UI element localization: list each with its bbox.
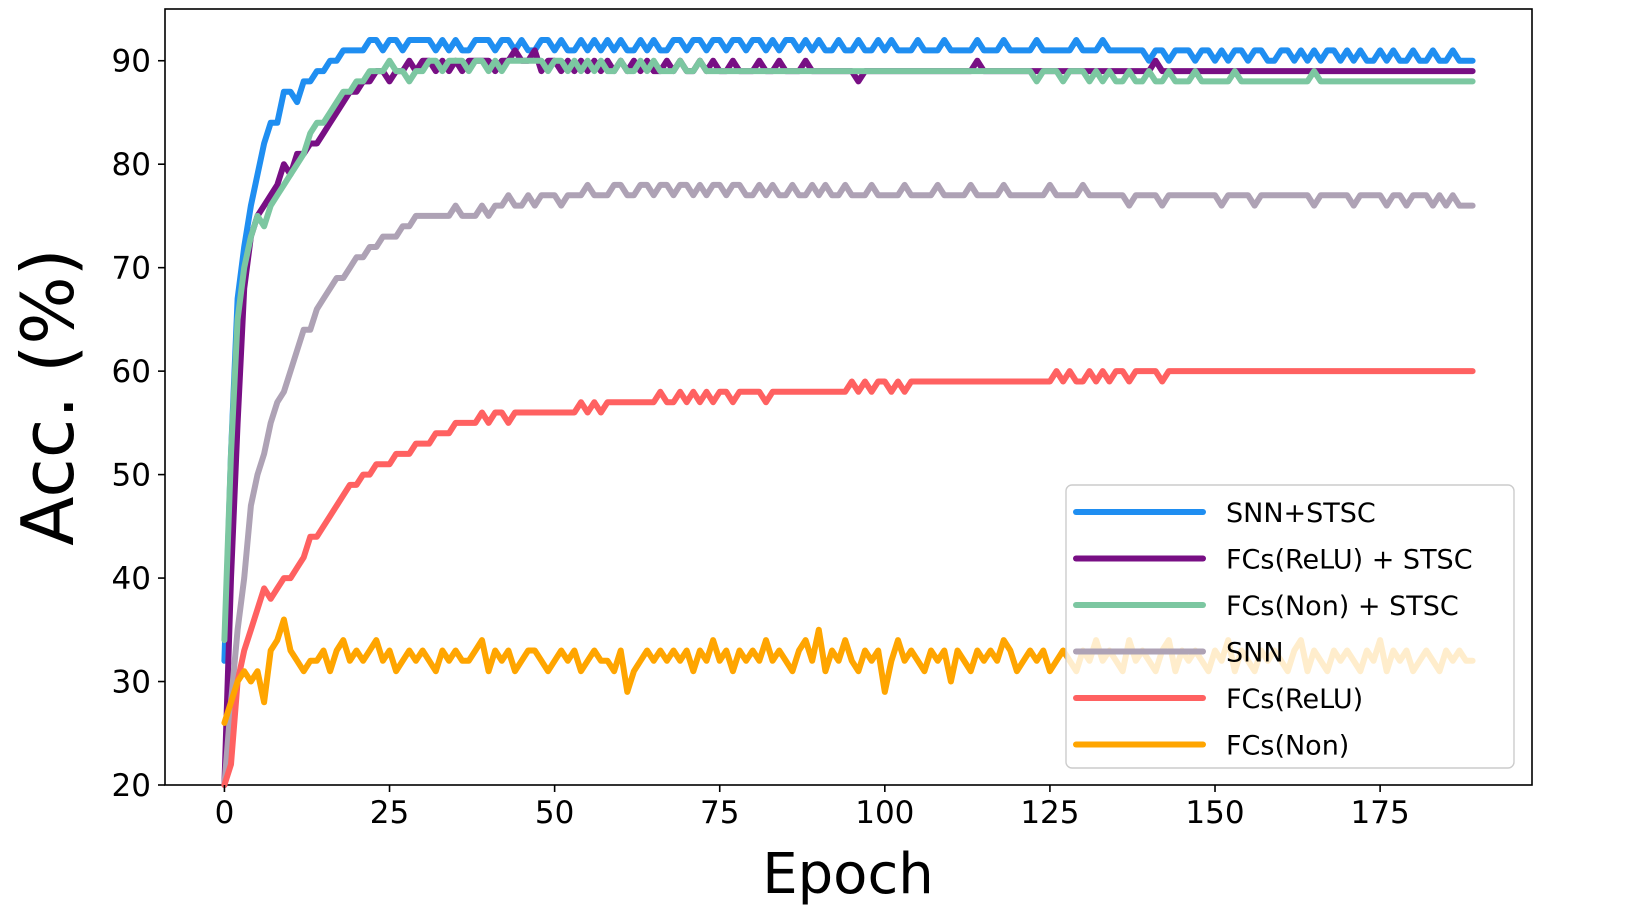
y-tick-label: 80 [112,147,151,183]
x-tick-label: 75 [700,795,739,831]
series-line-4 [221,368,1476,788]
x-tick-label: 0 [215,795,235,831]
x-axis-label: Epoch [762,842,933,907]
x-axis-ticks: 0 25 50 75 100 125 150 175 [215,785,1410,831]
legend-label-5: FCs(Non) [1226,731,1349,762]
y-axis-label: Acc. (%) [6,248,90,546]
series-line-0 [221,37,1476,664]
y-axis-ticks: 20 30 40 50 60 70 80 90 [112,44,165,804]
legend-label-1: FCs(ReLU) + STSC [1226,545,1473,576]
x-tick-label: 100 [855,795,914,831]
series-line-2 [221,57,1476,644]
y-tick-label: 30 [112,665,151,701]
legend-label-4: FCs(ReLU) [1226,684,1363,715]
y-tick-label: 20 [112,768,151,804]
y-tick-label: 40 [112,561,151,597]
legend-label-2: FCs(Non) + STSC [1226,591,1459,622]
y-tick-label: 50 [112,458,151,494]
legend-label-0: SNN+STSC [1226,498,1376,529]
x-tick-label: 150 [1185,795,1244,831]
legend-label-3: SNN [1226,638,1284,669]
y-tick-label: 70 [112,251,151,287]
x-tick-label: 125 [1020,795,1079,831]
y-tick-label: 90 [112,44,151,80]
y-tick-label: 60 [112,354,151,390]
series-line-3 [221,181,1476,788]
x-tick-label: 175 [1351,795,1410,831]
x-tick-label: 50 [535,795,574,831]
legend: SNN+STSC FCs(ReLU) + STSC FCs(Non) + STSC S… [1065,484,1515,769]
x-tick-label: 25 [370,795,409,831]
